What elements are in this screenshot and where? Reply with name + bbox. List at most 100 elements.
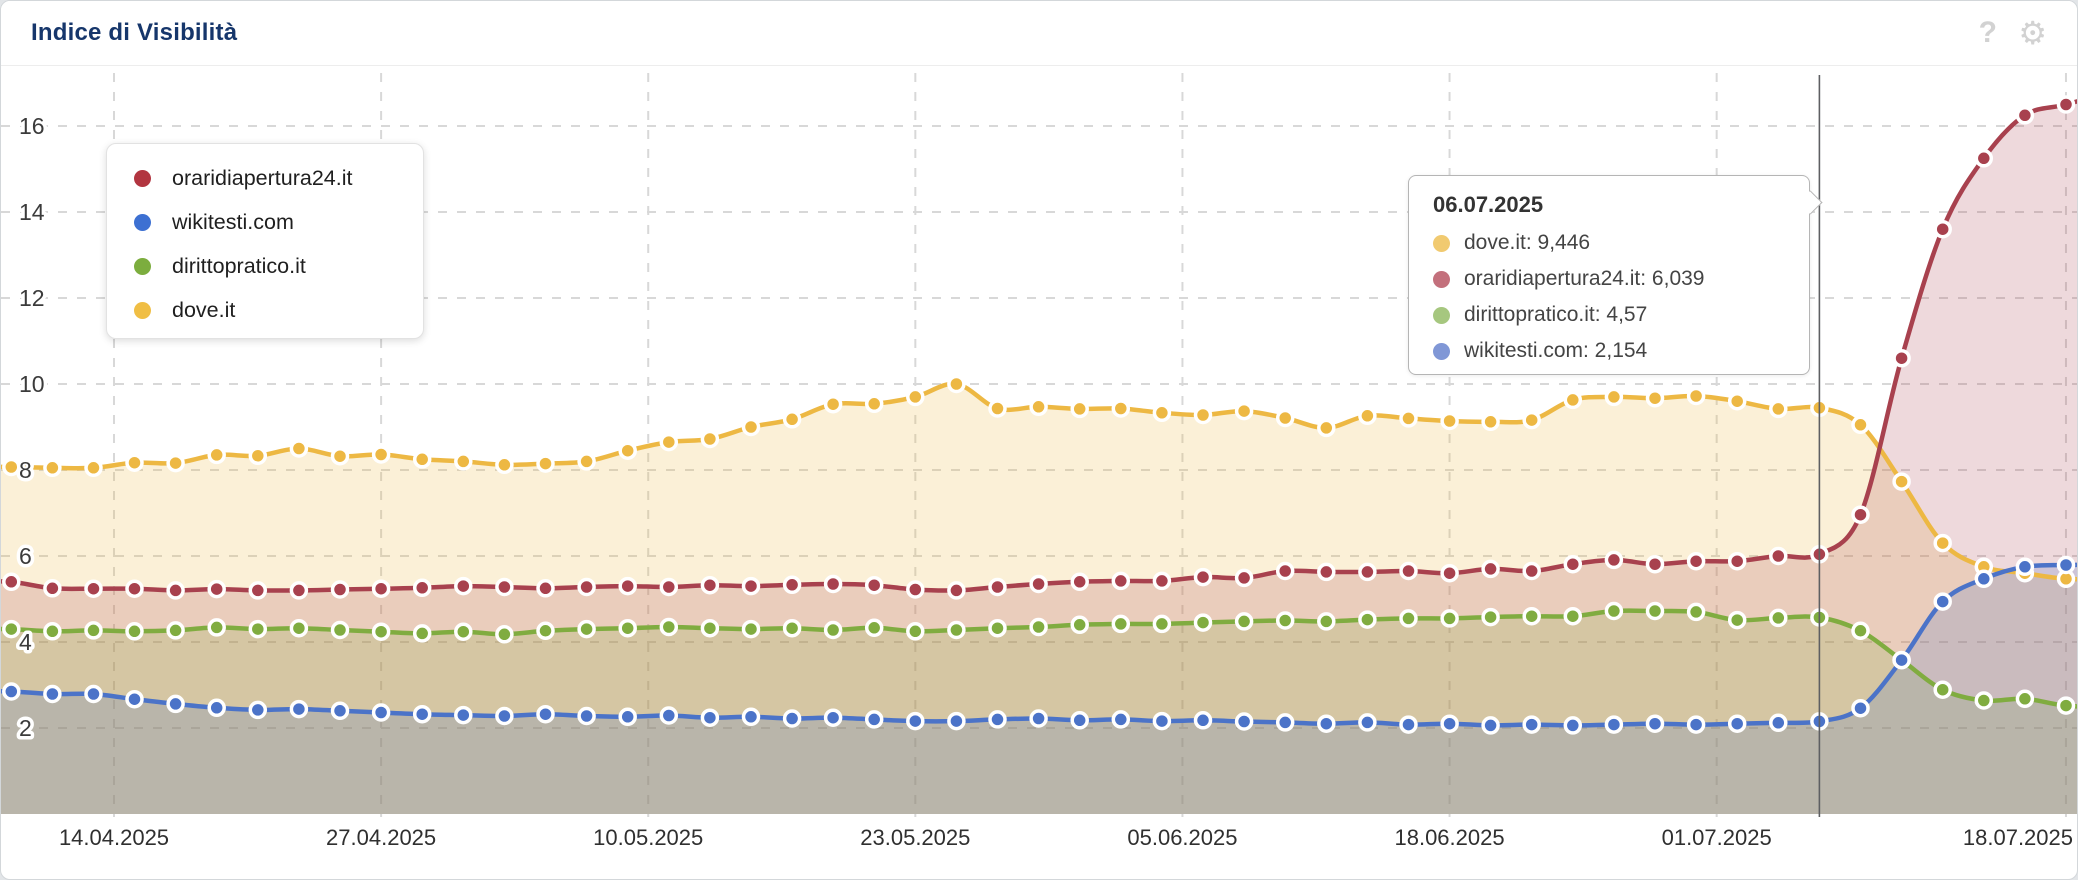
data-point[interactable] [823,394,843,414]
data-point[interactable] [84,684,103,704]
data-point[interactable] [43,458,62,478]
data-point[interactable] [1275,561,1295,581]
data-point[interactable] [782,575,802,595]
data-point[interactable] [1317,714,1336,733]
data-point[interactable] [1974,149,1994,168]
data-point[interactable] [289,699,309,719]
data-point[interactable] [1358,406,1377,426]
data-point[interactable] [741,707,761,727]
data-point[interactable] [207,579,226,599]
data-point[interactable] [536,579,555,598]
data-point[interactable] [823,574,843,594]
data-point[interactable] [1111,399,1131,418]
data-point[interactable] [2,619,21,639]
data-point[interactable] [1933,219,1952,239]
data-point[interactable] [125,579,144,598]
data-point[interactable] [330,580,350,599]
data-point[interactable] [1193,567,1213,587]
data-point[interactable] [659,706,679,725]
data-point[interactable] [1604,550,1624,570]
data-point[interactable] [1275,611,1295,630]
data-point[interactable] [1029,397,1048,417]
data-point[interactable] [1481,412,1500,432]
data-point[interactable] [947,374,966,394]
data-point[interactable] [947,711,966,731]
data-point[interactable] [1974,691,1994,710]
data-point[interactable] [1399,715,1418,734]
data-point[interactable] [1234,401,1254,421]
data-point[interactable] [988,618,1007,638]
data-point[interactable] [1070,615,1089,635]
data-point[interactable] [1317,418,1336,438]
data-point[interactable] [1152,711,1172,731]
data-point[interactable] [1029,574,1048,594]
data-point[interactable] [659,577,679,597]
data-point[interactable] [43,622,62,641]
legend-item-wikitesti-com[interactable]: wikitesti.com [107,200,423,244]
data-point[interactable] [1563,390,1583,410]
data-point[interactable] [166,621,185,640]
data-point[interactable] [1358,610,1377,629]
data-point[interactable] [1851,505,1870,524]
data-point[interactable] [1440,609,1459,628]
data-point[interactable] [1193,613,1213,632]
data-point[interactable] [1193,711,1213,730]
data-point[interactable] [1440,563,1459,583]
help-icon[interactable]: ? [1978,16,1997,49]
data-point[interactable] [1275,408,1295,428]
data-point[interactable] [84,458,103,478]
data-point[interactable] [1317,562,1336,582]
data-point[interactable] [988,399,1007,418]
data-point[interactable] [2,457,21,477]
data-point[interactable] [947,620,966,640]
data-point[interactable] [1769,713,1788,733]
data-point[interactable] [412,450,432,469]
data-point[interactable] [371,703,391,722]
data-point[interactable] [1070,711,1089,730]
data-point[interactable] [207,445,226,465]
data-point[interactable] [166,453,185,473]
data-point[interactable] [1727,610,1747,630]
data-point[interactable] [536,454,555,473]
data-point[interactable] [1234,568,1254,588]
data-point[interactable] [166,694,185,714]
data-point[interactable] [1727,551,1747,571]
data-point[interactable] [1645,388,1665,408]
data-point[interactable] [412,578,432,598]
data-point[interactable] [1152,403,1172,423]
data-point[interactable] [659,432,679,452]
data-point[interactable] [495,706,514,726]
data-point[interactable] [1481,559,1500,579]
data-point[interactable] [864,575,884,595]
data-point[interactable] [1029,617,1048,637]
data-point[interactable] [371,445,391,464]
data-point[interactable] [2,572,21,592]
data-point[interactable] [1727,391,1747,411]
data-point[interactable] [289,618,309,638]
data-point[interactable] [1892,650,1911,670]
data-point[interactable] [1440,411,1459,431]
data-point[interactable] [330,701,350,721]
data-point[interactable] [248,700,268,720]
data-point[interactable] [1522,410,1541,430]
data-point[interactable] [577,706,596,726]
data-point[interactable] [1193,405,1213,425]
data-point[interactable] [1399,561,1418,581]
data-point[interactable] [741,576,761,596]
data-point[interactable] [2015,689,2035,709]
data-point[interactable] [1892,472,1911,491]
data-point[interactable] [207,618,226,637]
data-point[interactable] [1686,602,1706,622]
data-point[interactable] [495,455,514,475]
data-point[interactable] [454,622,473,641]
data-point[interactable] [700,429,720,449]
data-point[interactable] [1933,533,1952,553]
data-point[interactable] [1399,409,1418,428]
data-point[interactable] [43,579,62,598]
data-point[interactable] [248,619,268,639]
data-point[interactable] [906,622,925,641]
data-point[interactable] [618,707,637,727]
data-point[interactable] [782,709,802,728]
data-point[interactable] [248,446,268,466]
